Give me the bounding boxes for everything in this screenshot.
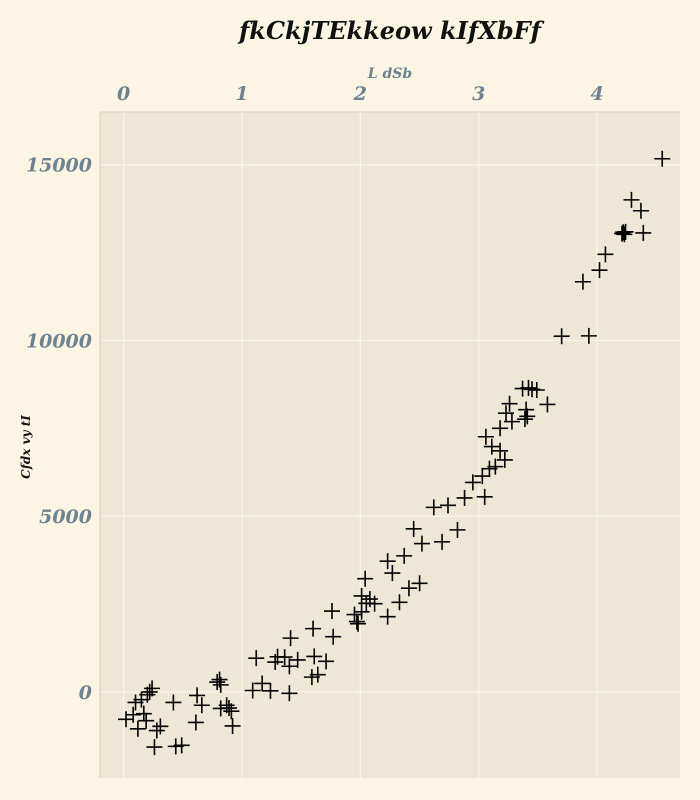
data-point: [325, 628, 342, 645]
data-point: [477, 428, 494, 445]
data-point: [152, 718, 169, 735]
data-point: [189, 687, 206, 704]
data-point: [281, 658, 298, 675]
data-point: [244, 682, 261, 699]
data-point: [187, 714, 204, 731]
data-point: [276, 649, 293, 666]
data-point: [324, 603, 340, 620]
data-point: [318, 653, 335, 670]
data-point: [135, 705, 152, 722]
data-point: [165, 694, 182, 711]
data-point: [464, 474, 481, 491]
x-tick-label: 3: [472, 83, 485, 105]
data-point: [125, 706, 142, 723]
data-point: [492, 442, 509, 459]
data-point: [248, 650, 265, 667]
y-axis-label: Cfdx vy tI: [19, 415, 33, 479]
data-point: [492, 420, 509, 437]
data-point: [193, 697, 210, 714]
data-point: [617, 223, 634, 240]
data-point: [384, 565, 401, 582]
data-point: [366, 595, 383, 612]
data-point: [635, 224, 652, 241]
data-point: [591, 262, 608, 279]
data-point: [141, 683, 158, 700]
data-point: [281, 685, 298, 702]
data-points: [118, 150, 671, 756]
data-point: [350, 615, 367, 632]
data-point: [476, 488, 493, 505]
y-tick-label: 15000: [26, 155, 92, 177]
tick-labels: 0 1 2 3 4 0 5000 10000 15000: [26, 83, 604, 704]
data-point: [306, 648, 323, 665]
data-point: [520, 379, 537, 396]
data-point: [379, 553, 396, 570]
data-point: [391, 594, 408, 611]
data-point: [224, 717, 241, 734]
data-point: [212, 676, 229, 693]
data-point: [129, 720, 146, 737]
chart-title: fkCkjTEkkeow kIfXbFf: [237, 16, 545, 45]
data-point: [503, 413, 520, 430]
data-point: [262, 682, 279, 699]
data-point: [498, 405, 514, 422]
data-point: [528, 381, 545, 398]
data-point: [346, 606, 363, 623]
data-point: [616, 226, 633, 243]
data-point: [449, 521, 466, 538]
data-point: [413, 535, 430, 552]
data-point: [425, 499, 442, 516]
data-point: [146, 739, 163, 756]
data-point: [519, 408, 536, 425]
data-point: [282, 630, 299, 647]
data-point: [400, 580, 417, 597]
data-point: [348, 613, 365, 630]
data-point: [623, 191, 640, 208]
data-point: [516, 411, 533, 428]
data-point: [254, 675, 271, 692]
data-point: [483, 438, 500, 455]
data-point: [357, 570, 374, 587]
data-point: [553, 328, 570, 345]
data-point: [396, 547, 413, 564]
data-point: [501, 395, 518, 412]
data-point: [574, 273, 591, 290]
y-tick-label: 10000: [26, 330, 92, 352]
y-tick-label: 0: [79, 682, 92, 704]
data-point: [632, 202, 649, 219]
data-point: [379, 608, 396, 625]
data-point: [440, 497, 456, 514]
data-point: [221, 700, 238, 717]
data-point: [138, 712, 155, 729]
data-point: [209, 674, 226, 691]
data-point: [223, 703, 240, 720]
data-point: [456, 489, 473, 506]
data-point: [309, 666, 326, 683]
data-point: [474, 468, 491, 485]
data-point: [305, 620, 322, 637]
data-point: [289, 651, 306, 668]
y-tick-label: 5000: [39, 506, 92, 528]
plot-area: [100, 112, 680, 778]
x-axis-label: L dSb: [367, 66, 413, 82]
data-point: [580, 327, 597, 344]
data-point: [518, 401, 535, 418]
data-point: [353, 603, 370, 620]
data-point: [148, 722, 165, 739]
data-point: [487, 458, 504, 475]
data-point: [539, 396, 556, 413]
data-point: [434, 533, 451, 550]
data-point: [654, 150, 671, 167]
x-tick-label: 4: [591, 83, 604, 105]
x-tick-label: 0: [117, 83, 130, 105]
data-point: [496, 451, 513, 468]
data-point: [597, 246, 614, 263]
data-point: [144, 680, 161, 697]
x-tick-label: 1: [235, 83, 248, 105]
data-point: [405, 520, 422, 537]
data-point: [173, 737, 190, 754]
x-tick-label: 2: [353, 83, 367, 105]
data-point: [411, 575, 428, 592]
